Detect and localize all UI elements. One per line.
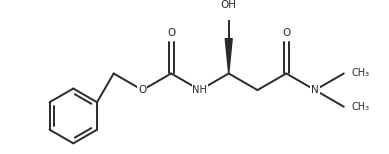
Polygon shape bbox=[225, 39, 232, 73]
Text: N: N bbox=[311, 85, 319, 95]
Text: O: O bbox=[138, 85, 147, 95]
Text: OH: OH bbox=[221, 0, 237, 10]
Text: CH₃: CH₃ bbox=[351, 69, 370, 79]
Text: O: O bbox=[167, 28, 175, 38]
Text: NH: NH bbox=[193, 85, 207, 95]
Text: O: O bbox=[282, 28, 290, 38]
Text: CH₃: CH₃ bbox=[351, 102, 370, 112]
